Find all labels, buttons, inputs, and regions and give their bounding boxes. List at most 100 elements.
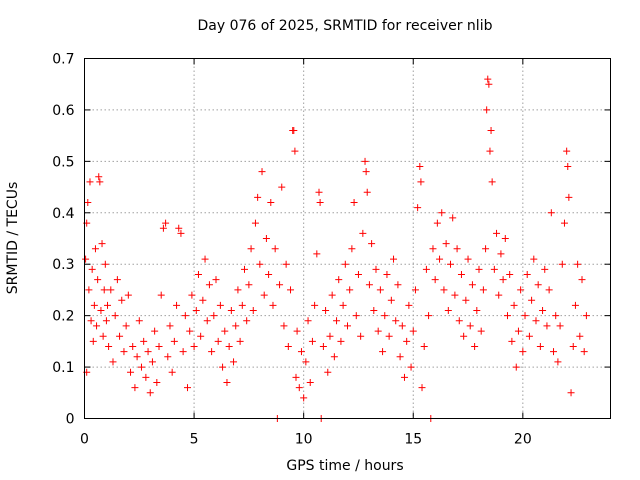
data-point bbox=[363, 188, 371, 196]
data-point bbox=[444, 307, 452, 314]
data-point bbox=[396, 353, 404, 361]
data-point bbox=[313, 250, 321, 258]
data-point bbox=[462, 296, 470, 304]
grid-lines bbox=[84, 58, 611, 419]
data-point bbox=[475, 265, 483, 273]
data-point bbox=[96, 178, 104, 186]
data-point bbox=[322, 307, 330, 314]
data-point bbox=[488, 178, 496, 186]
data-point bbox=[122, 322, 130, 330]
data-point bbox=[120, 348, 128, 356]
data-point bbox=[293, 327, 301, 335]
data-point bbox=[216, 301, 224, 309]
data-point bbox=[567, 389, 575, 397]
data-point bbox=[208, 348, 216, 356]
data-point bbox=[300, 394, 308, 402]
data-point bbox=[201, 255, 209, 263]
data-point bbox=[88, 265, 96, 273]
data-point bbox=[166, 322, 174, 330]
data-point bbox=[368, 240, 376, 248]
y-axis-tick-labels: 0 0.1 0.2 0.3 0.4 0.5 0.6 0.7 bbox=[52, 52, 74, 428]
data-point bbox=[262, 235, 270, 242]
data-point bbox=[260, 291, 268, 299]
data-point bbox=[308, 337, 316, 345]
data-point bbox=[552, 312, 560, 320]
data-point bbox=[99, 332, 107, 340]
data-point bbox=[370, 307, 378, 314]
data-point bbox=[212, 276, 220, 284]
data-point bbox=[510, 301, 518, 309]
data-point bbox=[554, 358, 562, 366]
data-point bbox=[565, 193, 573, 201]
data-point bbox=[449, 214, 457, 222]
data-point bbox=[357, 332, 365, 340]
data-point bbox=[140, 337, 148, 345]
data-point bbox=[162, 219, 170, 227]
data-point bbox=[416, 163, 424, 170]
data-point bbox=[482, 245, 490, 253]
data-point bbox=[350, 199, 358, 206]
data-markers bbox=[82, 75, 590, 422]
data-point bbox=[344, 322, 351, 330]
data-point bbox=[265, 271, 273, 278]
data-point bbox=[398, 322, 406, 330]
y-tick-label: 0.4 bbox=[52, 206, 74, 222]
data-point bbox=[306, 379, 314, 386]
data-point bbox=[381, 312, 389, 320]
data-point bbox=[282, 260, 290, 268]
data-point bbox=[109, 358, 117, 366]
x-tick-label: 15 bbox=[404, 432, 422, 448]
data-point bbox=[483, 106, 491, 114]
data-point bbox=[159, 224, 167, 232]
data-point bbox=[234, 286, 242, 294]
data-point bbox=[311, 301, 319, 309]
data-point bbox=[199, 296, 207, 304]
axis-ticks bbox=[84, 58, 611, 419]
data-point bbox=[374, 327, 382, 335]
data-point bbox=[94, 276, 102, 284]
data-point bbox=[503, 312, 511, 320]
data-point bbox=[155, 343, 163, 350]
data-point bbox=[354, 271, 362, 278]
data-point bbox=[451, 291, 459, 299]
data-point bbox=[433, 219, 441, 227]
data-point bbox=[287, 286, 295, 294]
data-point bbox=[429, 245, 437, 253]
data-point bbox=[100, 286, 108, 294]
data-point bbox=[113, 276, 121, 284]
data-point bbox=[442, 240, 450, 248]
data-point bbox=[543, 322, 551, 330]
data-point bbox=[292, 373, 300, 381]
data-point bbox=[495, 291, 503, 299]
data-point bbox=[479, 286, 487, 294]
data-point bbox=[521, 312, 529, 320]
data-point bbox=[95, 173, 103, 181]
data-point bbox=[333, 317, 341, 325]
data-point bbox=[418, 384, 426, 392]
data-point bbox=[192, 307, 200, 314]
data-point bbox=[425, 312, 433, 320]
data-point bbox=[571, 301, 579, 309]
data-point bbox=[417, 178, 425, 186]
data-point bbox=[455, 317, 463, 325]
data-point bbox=[493, 229, 501, 237]
data-point bbox=[400, 373, 408, 381]
plot-frame bbox=[84, 58, 611, 419]
y-tick-label: 0.3 bbox=[52, 257, 74, 273]
data-point bbox=[210, 312, 218, 320]
data-point bbox=[484, 75, 492, 83]
data-point bbox=[177, 229, 185, 237]
data-point bbox=[269, 301, 277, 309]
x-tick-label: 10 bbox=[295, 432, 313, 448]
data-point bbox=[337, 337, 345, 345]
data-point bbox=[219, 363, 227, 371]
data-point bbox=[525, 332, 533, 340]
data-point bbox=[98, 240, 106, 248]
data-point bbox=[440, 286, 448, 294]
y-tick-label: 0 bbox=[66, 412, 75, 428]
data-point bbox=[276, 281, 284, 289]
data-point bbox=[348, 245, 356, 253]
data-point bbox=[490, 265, 498, 273]
data-point bbox=[86, 178, 94, 186]
